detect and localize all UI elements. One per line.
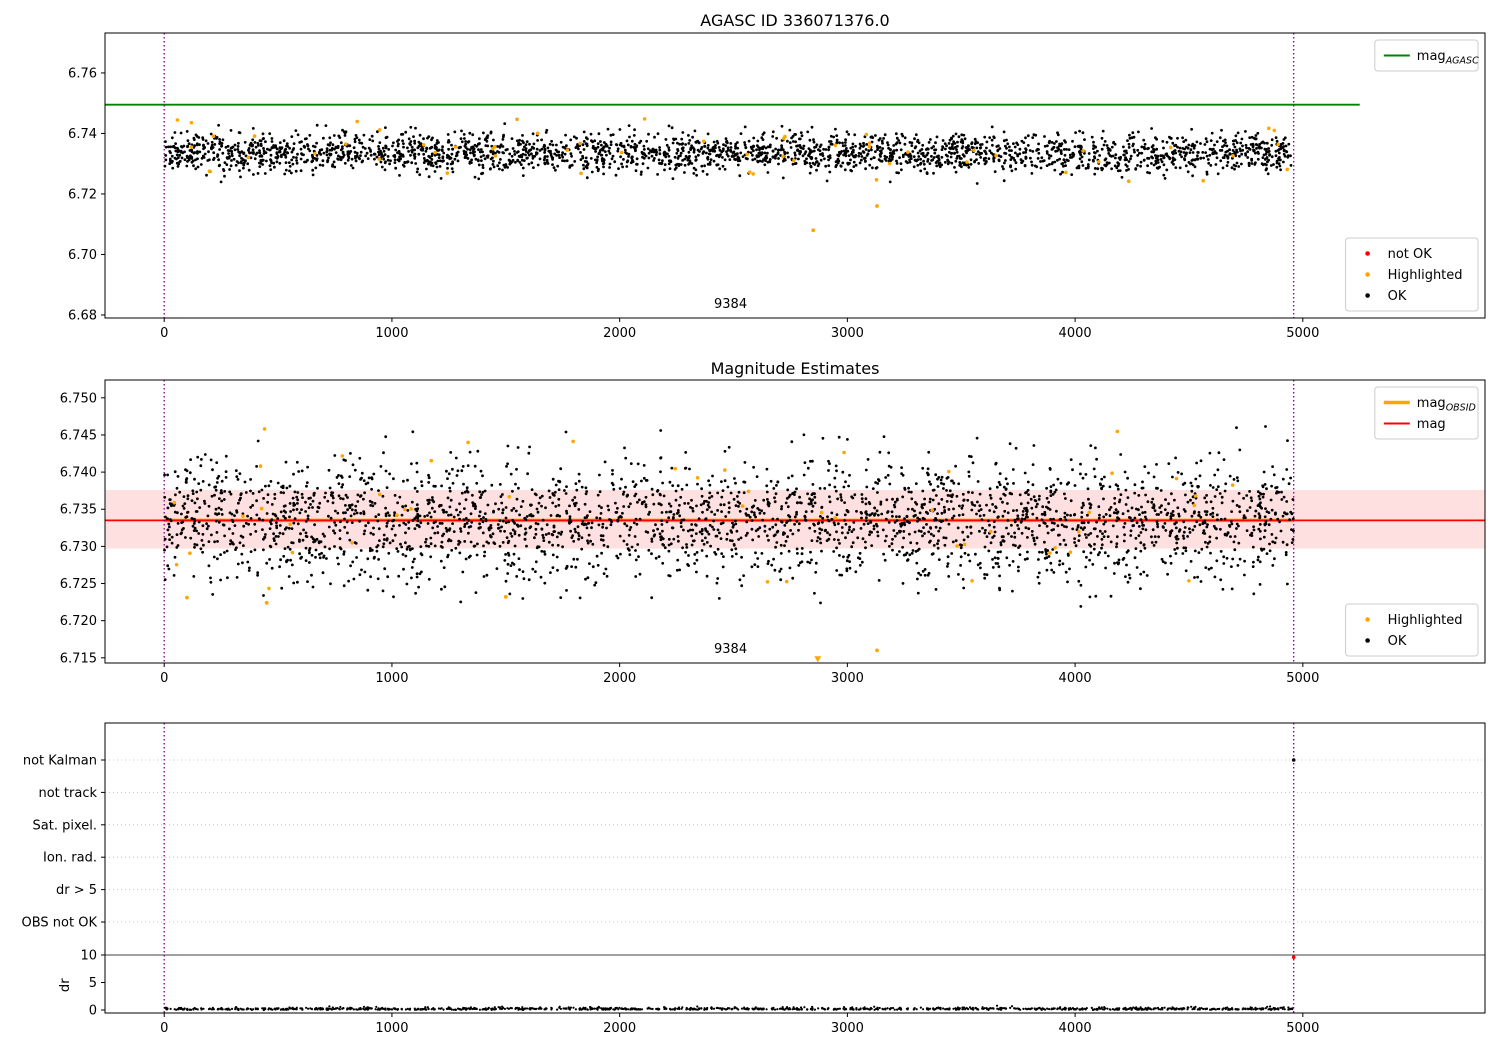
- y-tick-label: 6.735: [60, 503, 97, 518]
- x-tick-label: 5000: [1286, 1021, 1319, 1036]
- y-tick-label: 6.70: [68, 248, 97, 263]
- flag-category-label: dr > 5: [56, 883, 97, 898]
- x-tick-label: 1000: [375, 326, 408, 341]
- dr-tick-label: 0: [89, 1004, 97, 1019]
- quality-flags-panel: not Kalman not track Sat. pixel. Ion. rad. d…: [22, 722, 1486, 1036]
- mag-estimates-title: Magnitude Estimates: [711, 359, 880, 378]
- outlier-marker: [264, 600, 269, 605]
- outlier-marker: [503, 594, 508, 599]
- x-tick-label: 1000: [375, 671, 408, 686]
- y-tick-label: 6.68: [68, 308, 97, 323]
- flag-category-label: not track: [38, 786, 97, 801]
- x-tick-label: 4000: [1059, 326, 1092, 341]
- x-tick-label: 0: [160, 326, 168, 341]
- flag-category-label: Sat. pixel.: [33, 818, 97, 833]
- y-tick-label: 6.720: [60, 614, 97, 629]
- outlier-marker: [875, 648, 879, 653]
- axes-frame: [104, 722, 1486, 1014]
- x-tick-label: 5000: [1286, 326, 1319, 341]
- x-tick-label: 2000: [603, 326, 636, 341]
- quality-flags-plot-area: not Kalman not track Sat. pixel. Ion. rad. d…: [22, 722, 1486, 1036]
- dr-tick-label: 10: [80, 949, 97, 964]
- x-tick-label: 1000: [375, 1021, 408, 1036]
- y-tick-label: 6.725: [60, 577, 97, 592]
- flag-category-label: OBS not OK: [22, 916, 98, 931]
- outlier-marker: [875, 204, 879, 208]
- axes-frame: [104, 379, 1486, 664]
- dr-tick-label: 5: [89, 976, 97, 991]
- agasc-mag-panel: AGASC ID 336071376.0 0 1000 2000 3000 4000 50…: [68, 11, 1486, 341]
- x-tick-label: 0: [160, 671, 168, 686]
- legend-label: not OK: [1388, 247, 1433, 262]
- outlier-marker: [811, 228, 816, 233]
- y-tick-label: 6.72: [68, 187, 97, 202]
- legend-label: OK: [1388, 634, 1407, 649]
- axes-frame: [104, 32, 1486, 319]
- x-tick-label: 3000: [831, 1021, 864, 1036]
- flag-point: [1291, 758, 1296, 762]
- y-tick-label: 6.750: [60, 391, 97, 406]
- flag-category-label: not Kalman: [23, 754, 97, 769]
- outlier-marker: [185, 595, 189, 600]
- flag-category-label: Ion. rad.: [43, 851, 97, 866]
- legend-upper: magAGASC: [1374, 39, 1479, 72]
- x-tick-label: 2000: [603, 671, 636, 686]
- y-tick-label: 6.74: [68, 127, 97, 142]
- agasc-panel-title: AGASC ID 336071376.0: [700, 11, 889, 30]
- x-tick-label: 5000: [1286, 671, 1319, 686]
- scatter-highlighted: [175, 117, 1289, 183]
- y-tick-label: 6.740: [60, 466, 97, 481]
- flag-point: [1291, 955, 1296, 959]
- y-tick-label: 6.745: [60, 428, 97, 443]
- agasc-plot-area: 0 1000 2000 3000 4000 5000 6.68 6.70 6.72 6.74 6.7…: [68, 32, 1486, 341]
- legend-label: Highlighted: [1388, 268, 1463, 283]
- y-tick-label: 6.715: [60, 651, 97, 666]
- mag-estimates-panel: Magnitude Estimates 0 1000 2000 3000 4000 500…: [60, 359, 1486, 686]
- x-tick-label: 3000: [831, 671, 864, 686]
- legend-label: mag: [1417, 417, 1446, 432]
- mag-estimates-plot-area: 0 1000 2000 3000 4000 5000 6.715 6.720 6.725 6.73…: [60, 379, 1486, 686]
- legend-label: OK: [1388, 289, 1407, 304]
- scatter-highlighted: [172, 427, 1235, 591]
- x-tick-label: 2000: [603, 1021, 636, 1036]
- outlier-marker: [814, 656, 822, 663]
- y-tick-label: 6.730: [60, 540, 97, 555]
- dr-axis-label: dr: [58, 978, 73, 992]
- x-tick-label: 0: [160, 1021, 168, 1036]
- scatter-ok: [163, 122, 1293, 185]
- legend-label: Highlighted: [1388, 613, 1463, 628]
- x-tick-label: 4000: [1059, 1021, 1092, 1036]
- dr-scatter: [163, 1004, 1294, 1012]
- obsid-annotation: 9384: [714, 642, 747, 657]
- obsid-annotation: 9384: [714, 297, 747, 312]
- legend-lower: Highlighted OK: [1345, 603, 1479, 657]
- legend-lower: not OK Highlighted OK: [1345, 237, 1479, 312]
- x-tick-label: 3000: [831, 326, 864, 341]
- y-tick-label: 6.76: [68, 66, 97, 81]
- x-tick-label: 4000: [1059, 671, 1092, 686]
- scatter-ok: [163, 425, 1295, 608]
